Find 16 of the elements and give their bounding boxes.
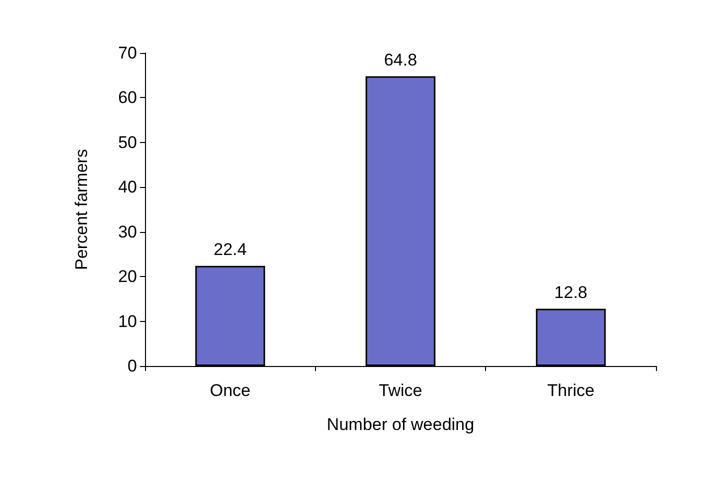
data-label: 64.8	[384, 50, 418, 70]
y-axis-title: Percent farmers	[72, 149, 91, 270]
y-tick-label: 0	[128, 356, 137, 376]
x-tick-label: Once	[210, 381, 250, 400]
x-axis-title: Number of weeding	[326, 415, 474, 434]
x-tick-label: Twice	[378, 381, 422, 400]
y-tick-label: 40	[118, 178, 137, 197]
y-tick-label: 20	[118, 267, 137, 286]
data-label: 12.8	[554, 282, 588, 302]
x-tick-label: Thrice	[547, 381, 594, 400]
y-tick-label: 30	[118, 222, 137, 242]
y-tick-label: 60	[118, 88, 137, 108]
data-label: 22.4	[214, 240, 247, 259]
y-tick-label: 10	[118, 312, 137, 331]
y-tick-label: 70	[118, 44, 137, 62]
y-tick-label: 50	[118, 132, 137, 152]
